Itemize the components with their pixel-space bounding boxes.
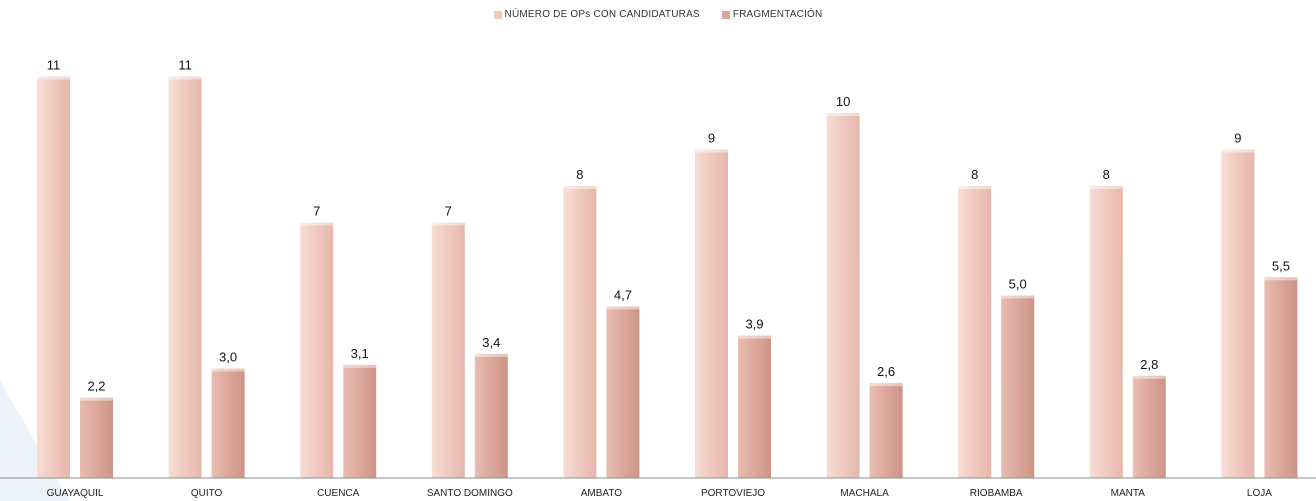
bar-highlight — [37, 76, 70, 80]
bar-ops — [826, 113, 860, 478]
category-label: MANTA — [1111, 488, 1146, 499]
category-label: LOJA — [1247, 488, 1272, 499]
data-label-fragmentacion: 3,9 — [745, 317, 763, 332]
data-label-ops: 7 — [445, 204, 452, 219]
bar-ops — [958, 186, 992, 478]
legend-item-fragmentacion: FRAGMENTACIÓN — [721, 9, 823, 20]
bar-highlight — [80, 397, 113, 401]
data-label-ops: 11 — [178, 58, 192, 73]
bar-highlight — [1221, 149, 1255, 153]
category-label: AMBATO — [581, 488, 623, 499]
data-label-ops: 9 — [708, 131, 715, 146]
bars-layer — [37, 76, 1298, 478]
bar-highlight — [1001, 295, 1035, 299]
data-label-fragmentacion: 3,1 — [351, 346, 369, 361]
bar-highlight — [826, 113, 860, 116]
category-label: CUENCA — [317, 488, 360, 499]
bar-ops — [300, 222, 334, 478]
category-label: PORTOVIEJO — [701, 488, 765, 499]
data-label-ops: 8 — [971, 167, 978, 182]
bar-ops — [1089, 186, 1123, 478]
bar-highlight — [606, 306, 640, 310]
bar-ops — [431, 222, 465, 478]
data-label-ops: 7 — [313, 204, 320, 219]
category-label: RIOBAMBA — [970, 488, 1023, 499]
data-label-fragmentacion: 4,7 — [614, 287, 632, 302]
category-label: QUITO — [191, 488, 223, 499]
data-label-ops: 11 — [47, 58, 61, 73]
legend-item-ops: NÚMERO DE OPs CON CANDIDATURAS — [493, 9, 700, 20]
legend-swatch-ops — [493, 10, 502, 19]
data-label-fragmentacion: 5,0 — [1009, 277, 1027, 292]
bar-fragmentacion — [869, 383, 903, 478]
bar-highlight — [958, 186, 992, 189]
category-label: MACHALA — [840, 488, 889, 499]
bar-highlight — [695, 149, 728, 153]
data-label-fragmentacion: 3,0 — [219, 350, 237, 365]
bar-fragmentacion — [80, 397, 113, 478]
bar-highlight — [168, 76, 202, 80]
bar-highlight — [738, 335, 771, 339]
bar-fragmentacion — [1132, 375, 1166, 478]
bar-highlight — [1132, 375, 1166, 379]
data-label-ops: 10 — [836, 94, 850, 109]
legend-label-ops: NÚMERO DE OPs CON CANDIDATURAS — [504, 9, 700, 20]
bar-fragmentacion — [211, 368, 245, 478]
bar-highlight — [211, 368, 245, 372]
chart-legend: NÚMERO DE OPs CON CANDIDATURAS FRAGMENTA… — [0, 9, 1316, 20]
data-label-ops: 8 — [1103, 167, 1110, 182]
bar-highlight — [869, 383, 903, 387]
bar-highlight — [563, 186, 597, 189]
data-label-ops: 8 — [576, 167, 583, 182]
bar-fragmentacion — [738, 335, 771, 478]
bar-ops — [168, 76, 202, 478]
bar-fragmentacion — [606, 306, 640, 478]
data-label-ops: 9 — [1234, 131, 1241, 146]
category-label: GUAYAQUIL — [47, 488, 104, 499]
data-label-fragmentacion: 2,2 — [87, 379, 105, 394]
bar-fragmentacion — [343, 364, 377, 478]
bar-ops — [37, 76, 70, 478]
bar-fragmentacion — [474, 353, 508, 478]
bar-fragmentacion — [1001, 295, 1035, 478]
data-label-fragmentacion: 5,5 — [1272, 258, 1290, 273]
bar-highlight — [343, 364, 377, 368]
bar-ops — [563, 186, 597, 478]
category-label: SANTO DOMINGO — [427, 488, 513, 499]
legend-label-fragmentacion: FRAGMENTACIÓN — [732, 9, 823, 20]
bar-fragmentacion — [1264, 277, 1298, 478]
bar-ops — [1221, 149, 1255, 478]
data-label-fragmentacion: 3,4 — [482, 335, 500, 350]
labels-layer: 11 2,2 GUAYAQUIL 11 3,0 QUITO 7 3,1 CUENCA 7 3,4 SA… — [47, 58, 1290, 500]
legend-swatch-fragmentacion — [721, 10, 730, 19]
bar-highlight — [300, 222, 334, 226]
bar-highlight — [474, 353, 508, 357]
bar-highlight — [1264, 277, 1298, 281]
bar-highlight — [1089, 186, 1123, 189]
bar-highlight — [431, 222, 465, 226]
data-label-fragmentacion: 2,6 — [877, 364, 895, 379]
bar-ops — [695, 149, 728, 478]
data-label-fragmentacion: 2,8 — [1140, 357, 1158, 372]
